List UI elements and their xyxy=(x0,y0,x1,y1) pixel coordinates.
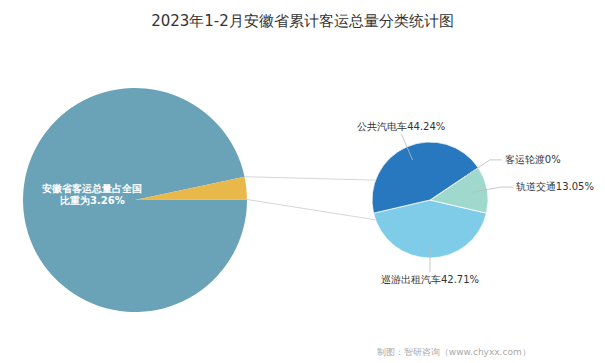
slice-label: 公共汽电车44.24% xyxy=(357,121,445,132)
leader-line xyxy=(473,187,513,192)
annotation-line: 比重为3.26% xyxy=(60,195,125,206)
slice-label: 巡游出租汽车42.71% xyxy=(381,274,479,285)
right-pie xyxy=(372,142,488,258)
leader-line xyxy=(401,134,412,160)
slice-label: 轨道交通13.05% xyxy=(516,181,594,192)
leader-line xyxy=(466,160,502,176)
pie-slice xyxy=(23,88,247,312)
annotation: 安徽省客运总量占全国比重为3.26% xyxy=(42,183,142,206)
pie-slice xyxy=(135,177,247,200)
annotation-line: 安徽省客运总量占全国 xyxy=(42,183,142,194)
chart: 2023年1-2月安徽省累计客运总量分类统计图安徽省客运总量占全国比重为3.26… xyxy=(0,0,605,363)
leader-line xyxy=(429,244,430,273)
connector xyxy=(247,199,375,219)
title: 2023年1-2月安徽省累计客运总量分类统计图 xyxy=(151,12,454,30)
left-pie xyxy=(23,88,247,312)
footer: 制图：智研咨询（www.chyxx.com） xyxy=(377,347,531,357)
pie-slice xyxy=(372,142,478,213)
labels: 巡游出租汽车42.71% 轨道交通13.05% 客运轮渡0% 公共汽电车44.24% xyxy=(357,121,594,285)
connector xyxy=(245,177,376,180)
slice-label: 客运轮渡0% xyxy=(505,154,561,165)
